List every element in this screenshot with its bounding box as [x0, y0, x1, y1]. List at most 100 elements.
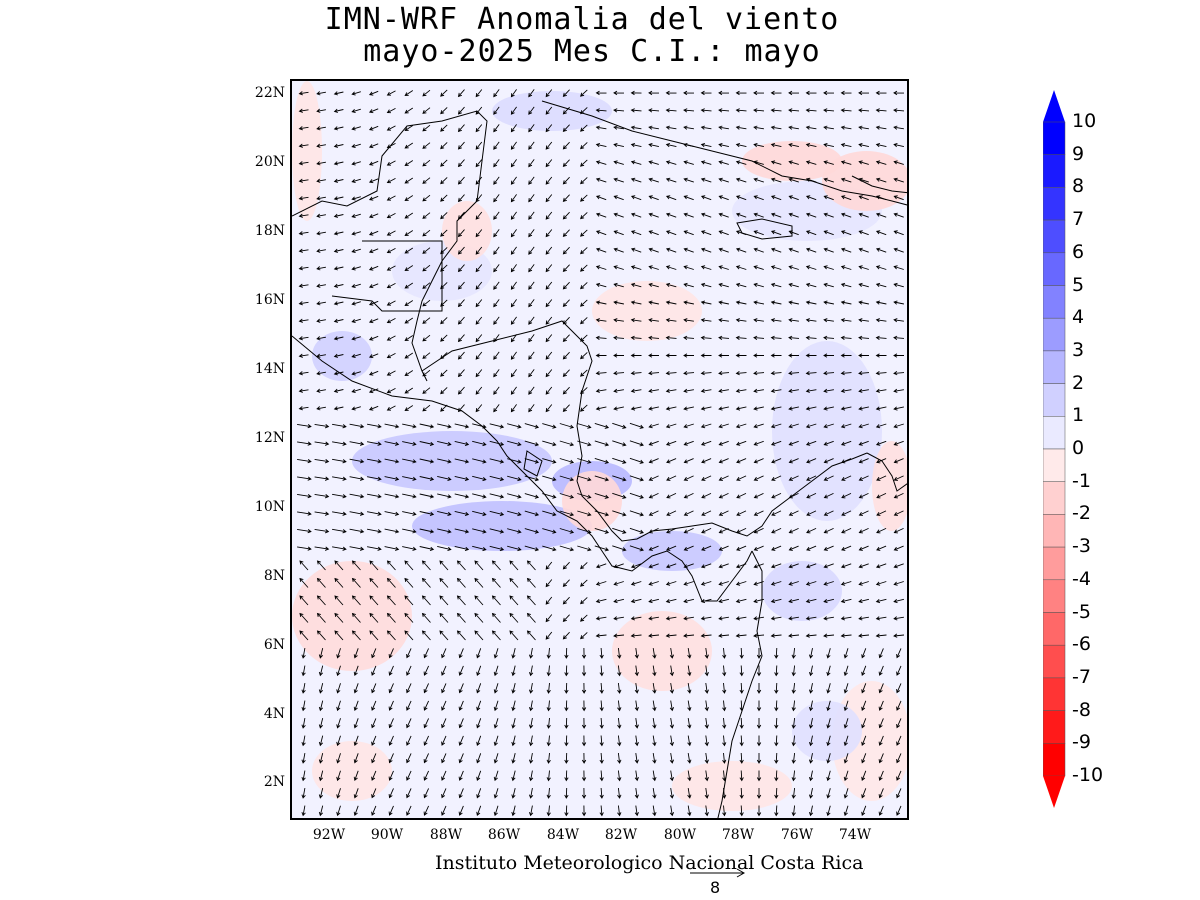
wind-vector — [722, 647, 727, 659]
wind-vector — [440, 369, 448, 377]
colorbar-tick-label: -8 — [1072, 698, 1091, 721]
wind-vector — [581, 665, 587, 677]
wind-vector — [718, 195, 729, 201]
wind-vector — [861, 735, 867, 747]
wind-vector — [893, 318, 904, 323]
wind-vector — [334, 560, 344, 571]
wind-vector — [858, 492, 869, 499]
wind-vector — [687, 788, 692, 799]
wind-vector — [665, 581, 677, 586]
wind-vector — [318, 682, 324, 694]
wind-vector — [493, 718, 499, 729]
wind-vector — [826, 718, 831, 729]
colorbar-box — [1043, 350, 1066, 384]
wind-vector — [406, 665, 412, 676]
wind-vector — [562, 386, 570, 395]
wind-vector — [876, 475, 887, 481]
wind-vector — [893, 160, 904, 165]
wind-vector — [580, 177, 588, 185]
wind-vector — [332, 441, 347, 446]
wind-vector — [404, 317, 414, 324]
wind-vector — [718, 177, 729, 183]
wind-vector — [613, 335, 625, 340]
wind-vector — [559, 528, 575, 534]
wind-vector — [316, 560, 326, 571]
wind-vector — [893, 545, 904, 551]
wind-vector — [595, 318, 607, 323]
wind-vector — [612, 422, 627, 429]
wind-vector — [613, 371, 625, 376]
wind-vector — [840, 423, 852, 429]
wind-vector — [298, 231, 309, 236]
wind-vector — [840, 581, 852, 586]
wind-vector — [318, 770, 324, 782]
wind-vector — [788, 423, 799, 429]
wind-vector — [722, 787, 727, 799]
wind-vector — [509, 630, 519, 641]
wind-vector — [440, 247, 448, 255]
wind-vector — [333, 283, 344, 288]
wind-vector — [841, 527, 852, 534]
wind-vector — [493, 735, 499, 747]
wind-vector — [562, 404, 570, 412]
wind-vector — [687, 770, 692, 782]
wind-vector — [528, 753, 534, 764]
wind-vector — [630, 125, 642, 130]
wind-vector — [701, 510, 712, 516]
wind-vector — [493, 369, 500, 378]
wind-vector — [511, 770, 516, 782]
wind-vector — [423, 788, 430, 799]
lat-label: 14N — [254, 361, 285, 377]
wind-vector — [368, 178, 379, 184]
wind-vector — [545, 404, 553, 413]
wind-vector — [858, 475, 869, 481]
wind-vector — [440, 387, 448, 395]
wind-vector — [735, 265, 747, 270]
wind-vector — [301, 788, 306, 799]
wind-vector — [441, 700, 447, 711]
wind-vector — [384, 511, 400, 516]
wind-vector — [562, 351, 570, 360]
wind-vector — [613, 212, 624, 218]
wind-vector — [683, 633, 695, 638]
colorbar-box — [1043, 677, 1066, 711]
wind-vector — [875, 318, 887, 323]
anomaly-patch — [622, 531, 722, 571]
wind-vector — [333, 196, 344, 201]
wind-vector — [388, 788, 394, 799]
wind-vector — [386, 230, 396, 236]
wind-vector — [788, 247, 799, 253]
wind-vector — [301, 718, 306, 729]
wind-vector — [546, 647, 551, 659]
wind-vector — [770, 177, 782, 183]
wind-vector — [739, 647, 744, 659]
wind-vector — [594, 440, 610, 447]
wind-vector — [349, 423, 365, 429]
wind-vector — [351, 266, 361, 271]
wind-vector — [683, 527, 694, 534]
wind-vector — [876, 545, 887, 551]
wind-vector — [475, 159, 483, 168]
wind-vector — [648, 318, 659, 323]
wind-vector — [419, 546, 435, 552]
wind-vector — [753, 108, 765, 113]
wind-vector — [735, 633, 747, 638]
wind-vector — [594, 545, 610, 552]
wind-vector — [875, 616, 887, 621]
wind-vector — [700, 335, 712, 340]
wind-vector — [489, 528, 505, 534]
wind-vector — [475, 89, 483, 98]
wind-vector — [756, 753, 762, 764]
wind-vector — [511, 735, 516, 747]
wind-vector — [805, 318, 817, 323]
wind-vector — [878, 788, 884, 799]
wind-vector — [580, 597, 588, 605]
wind-vector — [510, 404, 517, 413]
wind-vector — [440, 194, 448, 202]
wind-vector — [774, 770, 779, 782]
wind-vector — [858, 125, 869, 130]
wind-vector — [669, 805, 675, 817]
wind-vector — [704, 700, 709, 712]
wind-vector — [440, 334, 448, 342]
wind-vector — [893, 527, 904, 534]
